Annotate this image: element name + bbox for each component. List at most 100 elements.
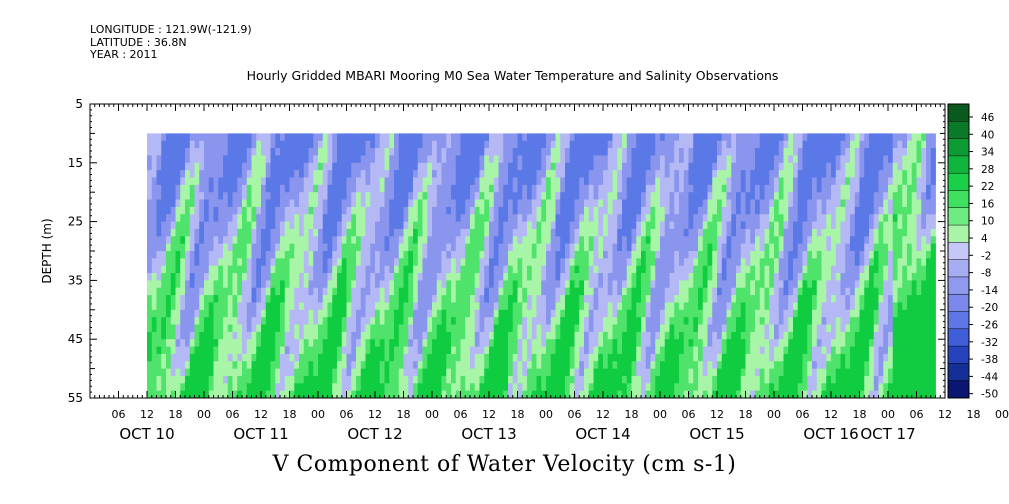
heatmap-cell bbox=[527, 273, 533, 281]
heatmap-cell bbox=[270, 346, 276, 355]
heatmap-cell bbox=[289, 206, 295, 215]
heatmap-cell bbox=[166, 140, 172, 149]
heatmap-cell bbox=[455, 368, 461, 377]
heatmap-cell bbox=[451, 273, 457, 281]
heatmap-cell bbox=[565, 346, 571, 355]
heatmap-cell bbox=[707, 214, 713, 222]
heatmap-cell bbox=[265, 390, 271, 399]
heatmap-cell bbox=[365, 280, 371, 289]
heatmap-cell bbox=[446, 177, 452, 186]
heatmap-cell bbox=[536, 265, 542, 274]
heatmap-cell bbox=[569, 243, 575, 252]
heatmap-cell bbox=[375, 368, 381, 377]
heatmap-cell bbox=[175, 251, 181, 259]
heatmap-cell bbox=[474, 390, 480, 399]
heatmap-cell bbox=[650, 155, 656, 164]
heatmap-cell bbox=[569, 133, 575, 142]
heatmap-cell bbox=[313, 206, 319, 215]
heatmap-cell bbox=[493, 243, 499, 252]
heatmap-cell bbox=[474, 375, 480, 384]
heatmap-cell bbox=[256, 280, 262, 289]
heatmap-cell bbox=[498, 317, 504, 325]
heatmap-cell bbox=[218, 155, 224, 164]
heatmap-cell bbox=[565, 287, 571, 296]
heatmap-cell bbox=[484, 228, 490, 237]
heatmap-cell bbox=[289, 177, 295, 186]
heatmap-cell bbox=[327, 346, 333, 355]
heatmap-cell bbox=[755, 243, 761, 252]
heatmap-cell bbox=[783, 317, 789, 325]
heatmap-cell bbox=[180, 258, 186, 267]
heatmap-cell bbox=[531, 265, 537, 274]
heatmap-cell bbox=[417, 162, 423, 171]
heatmap-cell bbox=[774, 280, 780, 289]
heatmap-cell bbox=[769, 390, 775, 399]
heatmap-cell bbox=[408, 199, 414, 208]
heatmap-cell bbox=[512, 346, 518, 355]
heatmap-cell bbox=[451, 383, 457, 392]
heatmap-cell bbox=[726, 184, 732, 193]
heatmap-cell bbox=[774, 199, 780, 208]
heatmap-cell bbox=[460, 368, 466, 377]
heatmap-cell bbox=[517, 140, 523, 149]
heatmap-cell bbox=[536, 199, 542, 208]
heatmap-cell bbox=[360, 346, 366, 355]
heatmap-cell bbox=[655, 317, 661, 325]
heatmap-cell bbox=[498, 265, 504, 274]
heatmap-cell bbox=[242, 353, 248, 362]
heatmap-cell bbox=[641, 309, 647, 318]
heatmap-cell bbox=[793, 214, 799, 222]
heatmap-cell bbox=[493, 287, 499, 296]
heatmap-cell bbox=[778, 339, 784, 347]
heatmap-cell bbox=[683, 295, 689, 303]
heatmap-cell bbox=[299, 199, 305, 208]
heatmap-cell bbox=[764, 324, 770, 333]
heatmap-cell bbox=[370, 265, 376, 274]
heatmap-cell bbox=[436, 361, 442, 369]
heatmap-cell bbox=[365, 295, 371, 303]
heatmap-cell bbox=[679, 162, 685, 171]
heatmap-cell bbox=[726, 331, 732, 340]
heatmap-cell bbox=[641, 162, 647, 171]
heatmap-cell bbox=[669, 177, 675, 186]
heatmap-cell bbox=[180, 148, 186, 156]
heatmap-cell bbox=[227, 162, 233, 171]
heatmap-cell bbox=[631, 184, 637, 193]
heatmap-cell bbox=[750, 346, 756, 355]
heatmap-cell bbox=[194, 339, 200, 347]
heatmap-cell bbox=[484, 353, 490, 362]
heatmap-cell bbox=[503, 140, 509, 149]
heatmap-cell bbox=[655, 199, 661, 208]
heatmap-cell bbox=[574, 199, 580, 208]
heatmap-cell bbox=[660, 140, 666, 149]
heatmap-cell bbox=[698, 258, 704, 267]
heatmap-cell bbox=[669, 192, 675, 200]
heatmap-cell bbox=[574, 162, 580, 171]
heatmap-cell bbox=[593, 331, 599, 340]
heatmap-cell bbox=[778, 236, 784, 245]
heatmap-cell bbox=[607, 148, 613, 156]
heatmap-cell bbox=[341, 375, 347, 384]
heatmap-cell bbox=[270, 251, 276, 259]
heatmap-cell bbox=[664, 236, 670, 245]
heatmap-cell bbox=[294, 309, 300, 318]
heatmap-cell bbox=[745, 339, 751, 347]
heatmap-cell bbox=[299, 383, 305, 392]
heatmap-cell bbox=[607, 170, 613, 178]
heatmap-cell bbox=[394, 375, 400, 384]
heatmap-cell bbox=[308, 309, 314, 318]
heatmap-cell bbox=[403, 177, 409, 186]
heatmap-cell bbox=[413, 390, 419, 399]
heatmap-cell bbox=[161, 265, 167, 274]
heatmap-cell bbox=[441, 177, 447, 186]
heatmap-cell bbox=[465, 251, 471, 259]
heatmap-cell bbox=[389, 361, 395, 369]
heatmap-cell bbox=[617, 228, 623, 237]
heatmap-cell bbox=[365, 199, 371, 208]
heatmap-cell bbox=[370, 184, 376, 193]
heatmap-cell bbox=[745, 251, 751, 259]
heatmap-cell bbox=[470, 309, 476, 318]
heatmap-cell bbox=[669, 140, 675, 149]
heatmap-cell bbox=[194, 199, 200, 208]
heatmap-cell bbox=[769, 361, 775, 369]
